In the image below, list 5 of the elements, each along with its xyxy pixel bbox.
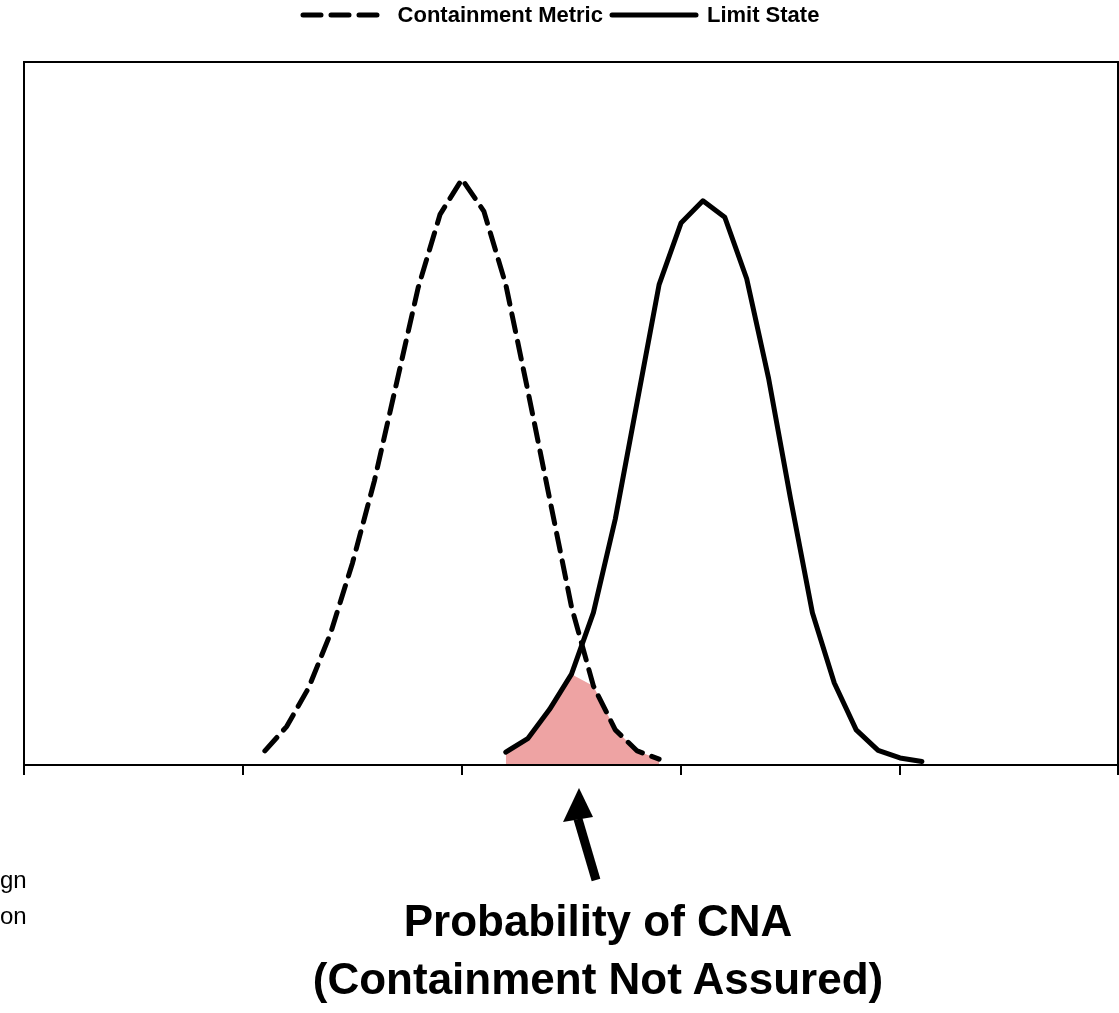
- legend-label: Containment Metric: [397, 2, 603, 28]
- text: Probability of CNA (Containment Not Assured): [311, 895, 885, 1005]
- text: on: [0, 901, 27, 931]
- legend-label: Limit State: [706, 2, 820, 28]
- text: gn: [0, 865, 27, 895]
